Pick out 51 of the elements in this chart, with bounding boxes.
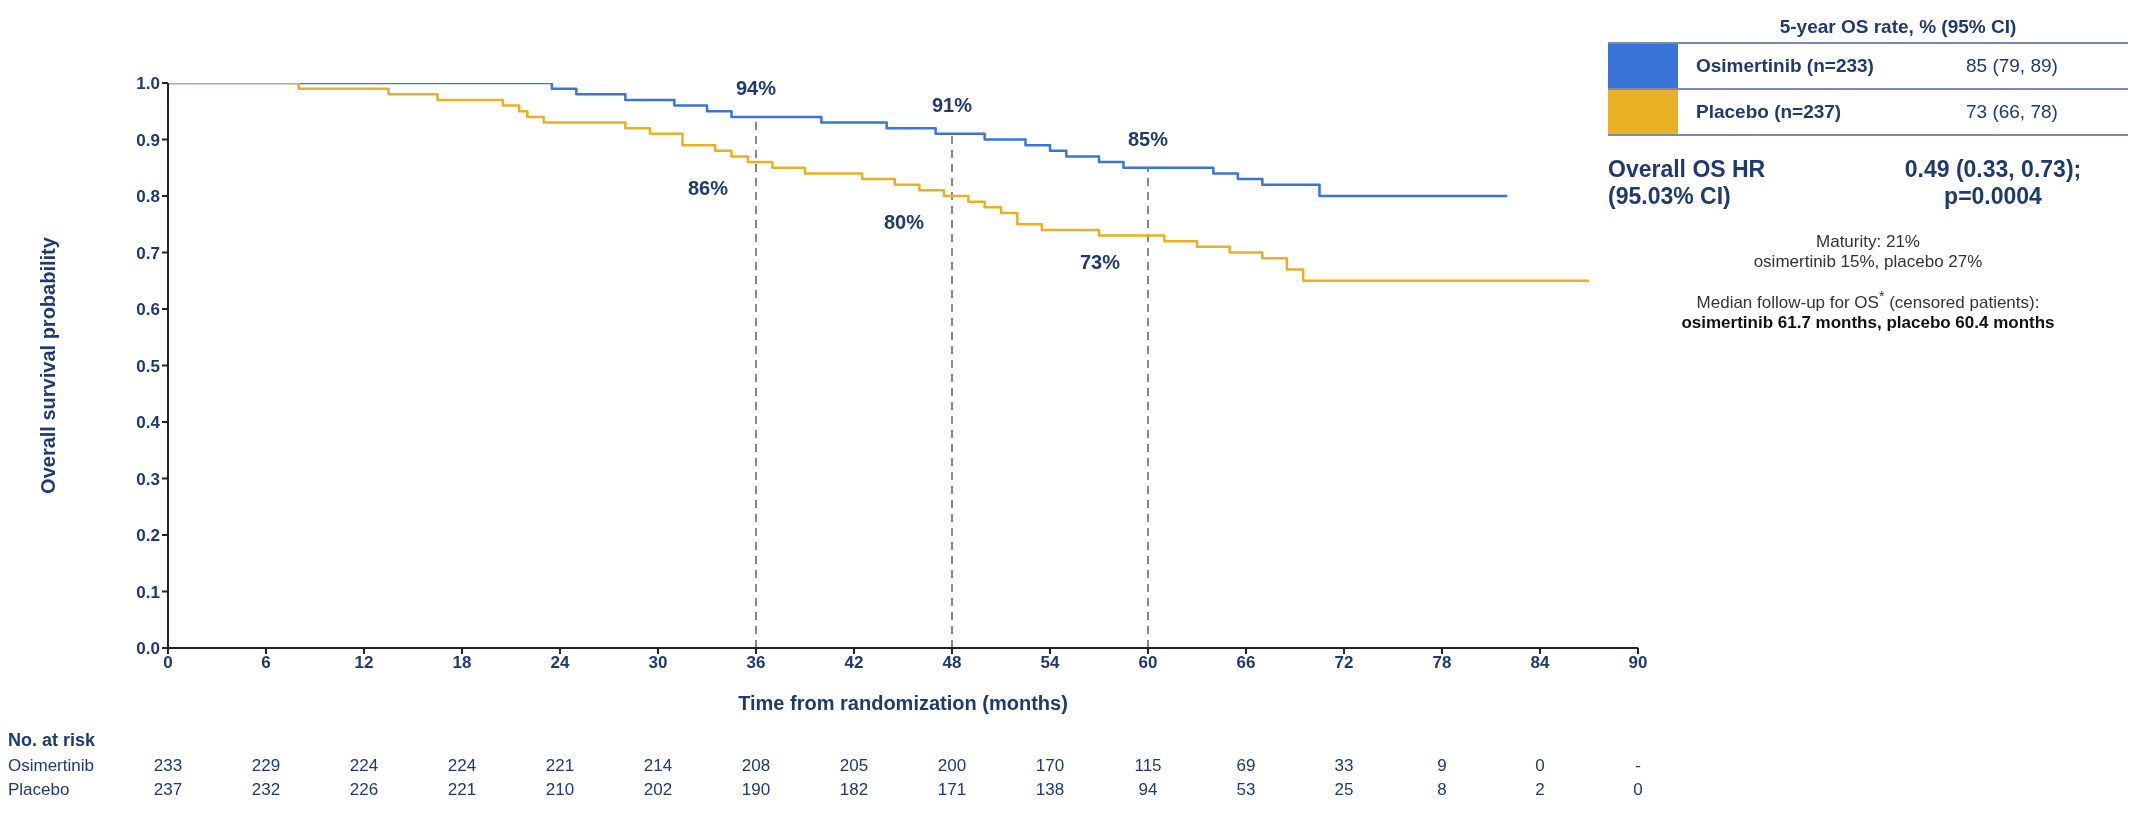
annotation: 85% (1127, 127, 1169, 150)
x-tick-label: 0 (163, 653, 173, 673)
y-tick-label: 0.4 (136, 413, 161, 433)
x-tick-label: 36 (746, 653, 766, 673)
x-tick-label: 48 (942, 653, 962, 673)
x-tick-label: 42 (844, 653, 864, 673)
x-tick-label: 18 (452, 653, 472, 673)
text: Placebo 237 232 226 221 210 202 190 182 171 138 94 53 25 8 2 0 (8, 780, 1643, 799)
text: 5-year OS rate, % (95% CI) (1778, 16, 2018, 38)
y-tick-label: 0.8 (136, 187, 160, 207)
y-tick-label: 0.3 (136, 469, 160, 489)
x-tick-label: 84 (1530, 653, 1550, 673)
y-tick-label: 0.2 (136, 526, 160, 546)
legend-label: Placebo (n=237) (1695, 101, 1843, 123)
x-tick-label: 90 (1628, 653, 1648, 673)
text: 85 (79, 89) (1966, 55, 2058, 76)
x-tick-label: 78 (1432, 653, 1452, 673)
x-tick-label: 66 (1236, 653, 1256, 673)
annotation: Overall OS HR (1608, 156, 1767, 183)
y-tick-label: 0.1 (136, 582, 160, 602)
y-axis-title: Overall survival probability (37, 236, 60, 494)
x-tick-label: 24 (550, 653, 570, 673)
annotation: 91% (931, 93, 973, 116)
text: osimertinib 61.7 months, placebo 60.4 months (1680, 312, 2056, 333)
x-tick-label: 30 (648, 653, 668, 673)
x-tick-label: 54 (1040, 653, 1060, 673)
annotation: 80% (883, 211, 925, 234)
x-axis-title: Time from randomization (months) (738, 692, 1068, 714)
x-tick-label: 60 (1138, 653, 1158, 673)
legend-label: Osimertinib (n=233) (1695, 55, 1875, 77)
text: 73 (66, 78) (1966, 101, 2058, 122)
y-tick-label: 0.7 (136, 243, 160, 263)
annotation: 94% (735, 76, 777, 99)
text: Median follow-up for OS$^{*}$ (censored patients): (1695, 288, 2041, 313)
text: osimertinib 15%, placebo 27% (1752, 252, 1984, 272)
x-tick-label: 72 (1334, 653, 1354, 673)
annotation: 73% (1079, 250, 1121, 273)
y-tick-label: 0.5 (136, 356, 160, 376)
text: 0.49 (0.33, 0.73); (1903, 156, 2083, 183)
y-tick-label: 0.9 (136, 130, 160, 150)
text: Maturity: 21% (1815, 232, 1921, 252)
y-tick-label: 0.6 (136, 300, 160, 320)
y-tick-label: 1.0 (136, 74, 160, 94)
text: Osimertinib 233 229 224 224 221 214 208 205 200 170 115 69 33 9 0 - (8, 756, 1641, 775)
annotation: (95.03% CI) (1608, 183, 1732, 210)
y-tick-label: 0.0 (136, 639, 160, 659)
annotation: 86% (687, 177, 729, 200)
text: p=0.0004 (1943, 183, 2043, 210)
x-tick-label: 12 (354, 653, 374, 673)
text: No. at risk (8, 730, 96, 751)
x-tick-label: 6 (261, 653, 271, 673)
